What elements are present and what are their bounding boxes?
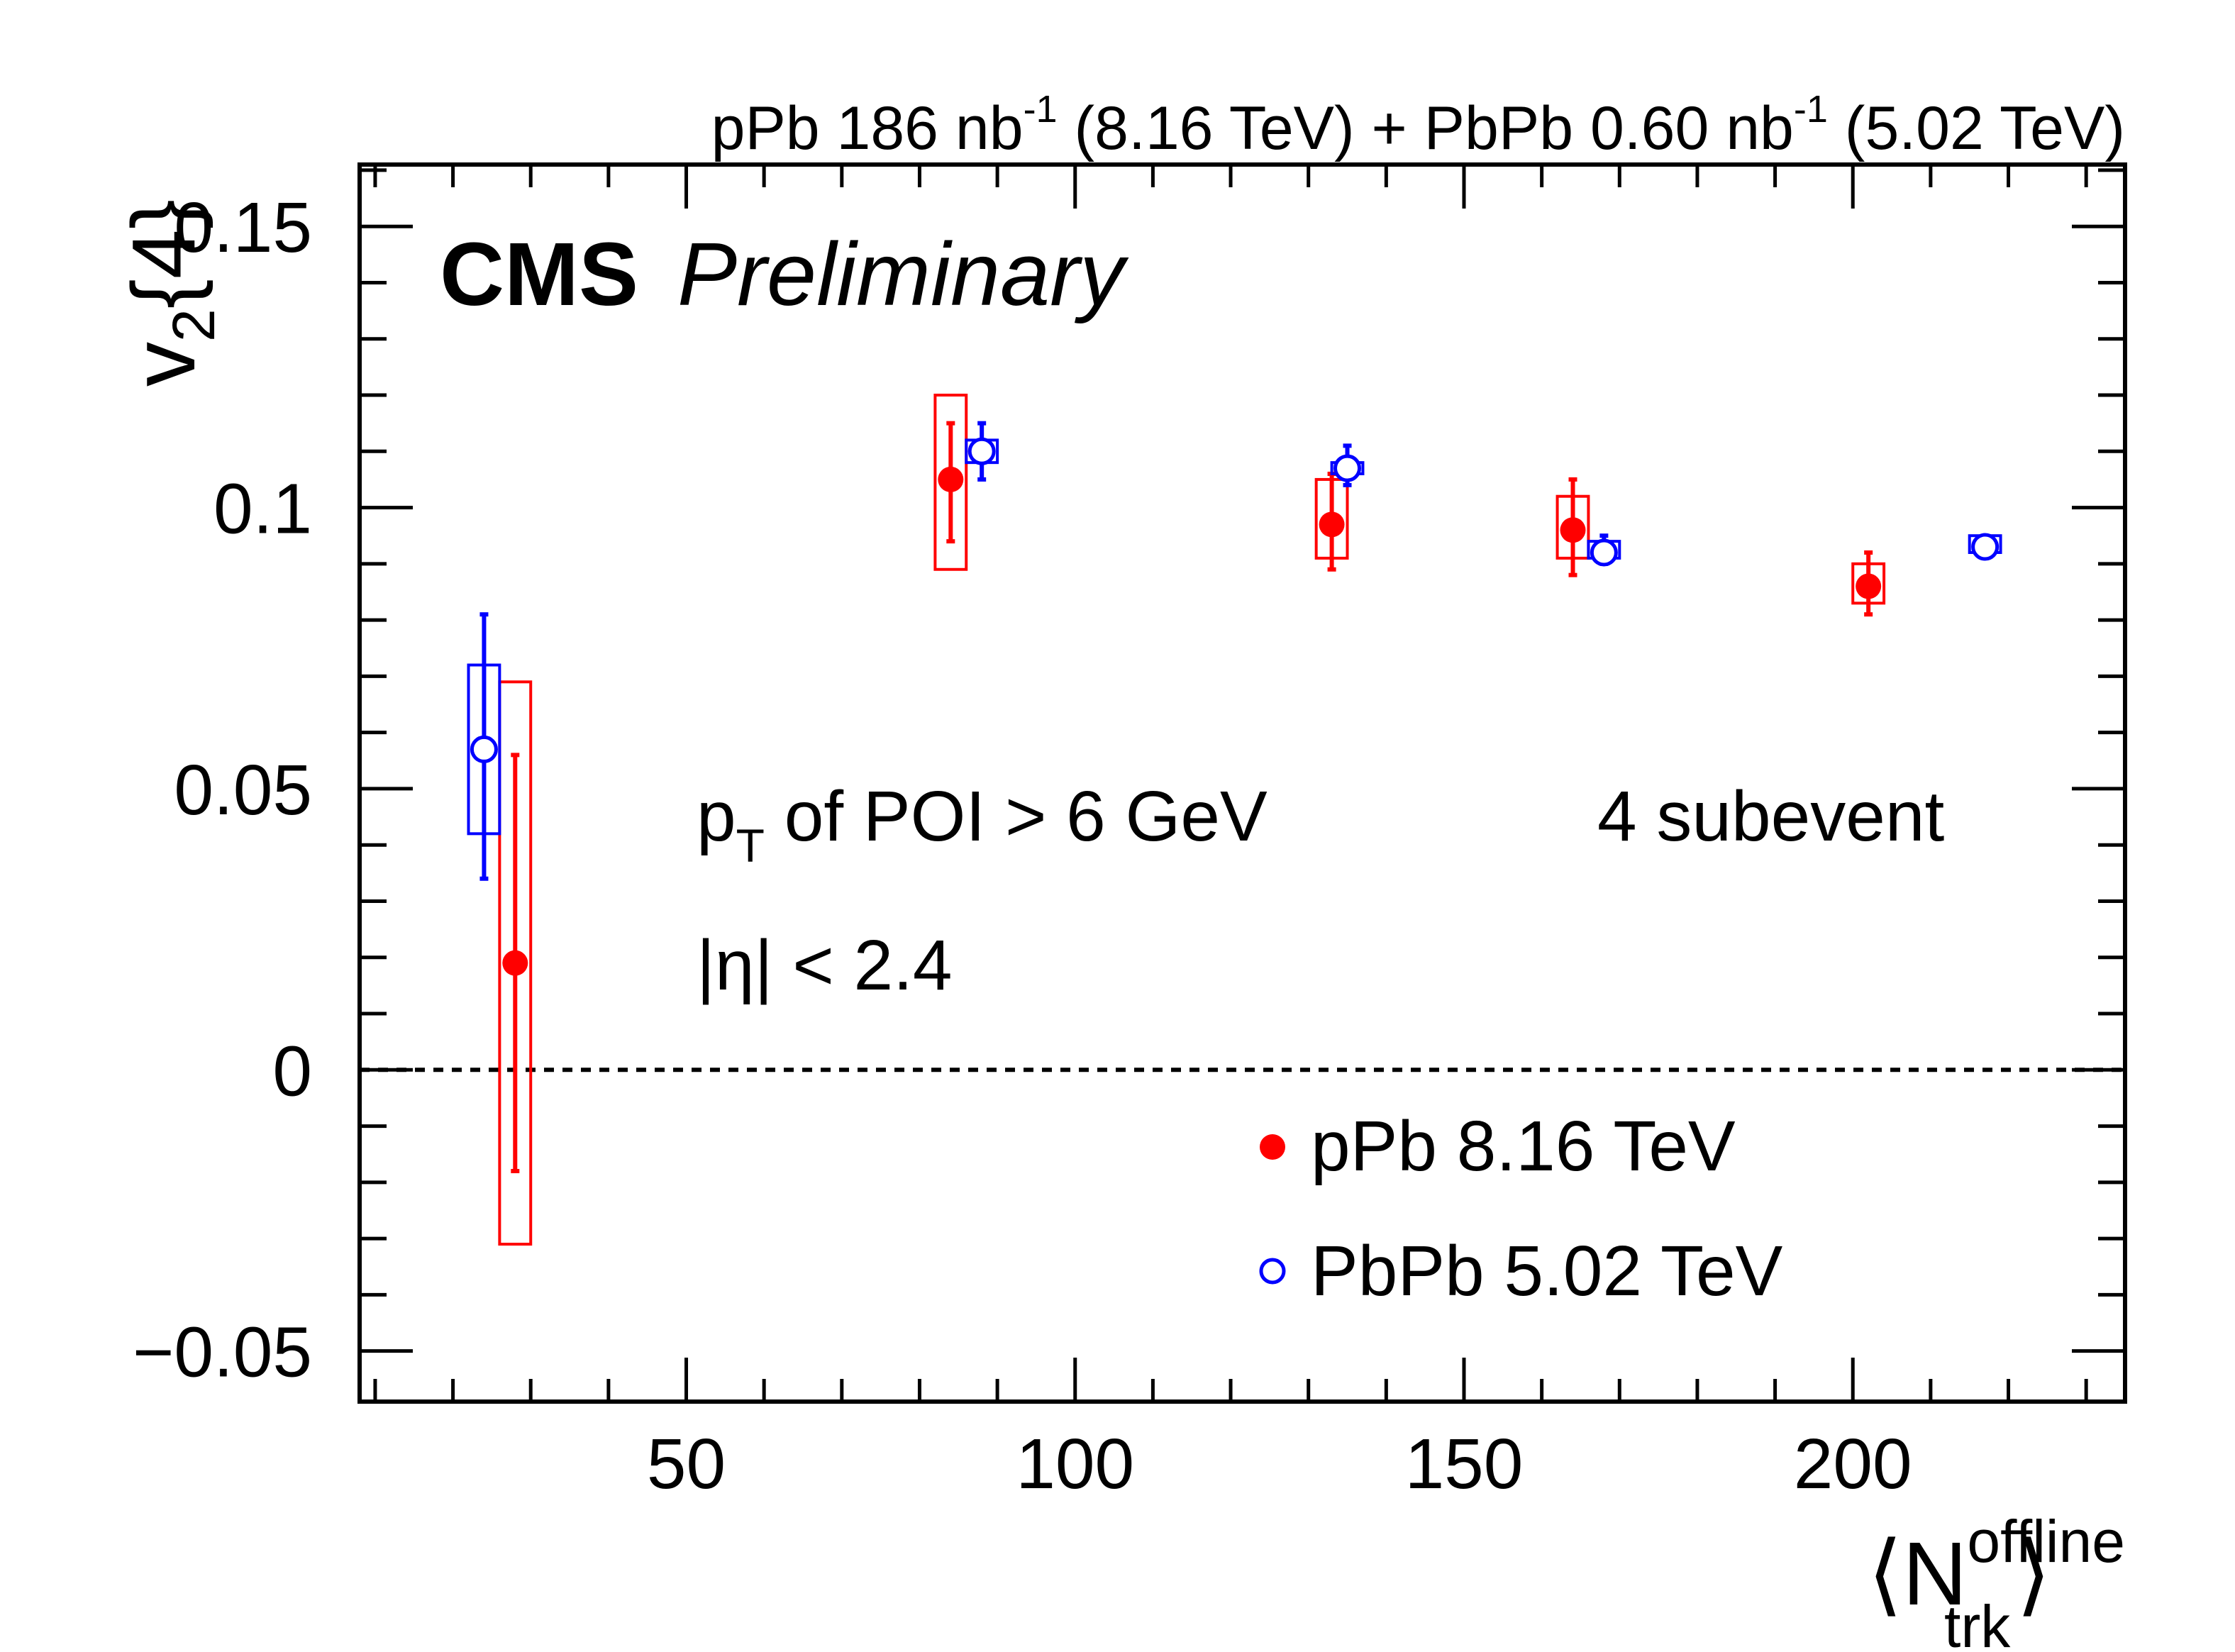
series-PbPb — [467, 421, 2002, 881]
y-tick-label: 0.05 — [174, 750, 312, 830]
x-tick-label: 100 — [1016, 1424, 1134, 1504]
data-point — [1590, 538, 1618, 567]
legend-label-pPb: pPb 8.16 TeV — [1311, 1107, 1736, 1186]
data-point — [938, 466, 964, 492]
data-point — [1971, 533, 2000, 561]
y-tick-label: 0.15 — [174, 188, 312, 267]
annotation-pt-rest: of POI > 6 GeV — [765, 777, 1268, 856]
plot-frame — [357, 162, 2127, 1404]
data-point — [1333, 454, 1362, 482]
x-tick-label: 200 — [1794, 1424, 1912, 1504]
y-axis-title-v: v — [113, 342, 213, 387]
x-tick-label: 150 — [1405, 1424, 1524, 1504]
y-tick-label: 0 — [272, 1031, 312, 1111]
systematic-box — [498, 680, 533, 1246]
x-axis-title-sub: trk — [1944, 1593, 2011, 1652]
data-point — [502, 950, 528, 976]
y-axis-title: v2{4} — [113, 199, 227, 387]
y-tick-label: −0.05 — [133, 1313, 312, 1392]
annotation-pt-p: p — [697, 777, 736, 856]
header-pPb: pPb 186 nb — [711, 94, 1024, 162]
plot-layer: 50 100 150 200 −0.05 0 0.05 0.1 0.15 — [133, 162, 2127, 1504]
annotation-eta: |η| < 2.4 — [697, 926, 953, 1005]
cms-brand: CMS Preliminary — [440, 224, 1129, 324]
legend: pPb 8.16 TeV PbPb 5.02 TeV — [1259, 1107, 1783, 1311]
data-point — [1856, 573, 1882, 599]
cms-label: CMS — [440, 224, 638, 324]
legend-marker-PbPb — [1259, 1258, 1286, 1285]
legend-label-PbPb: PbPb 5.02 TeV — [1311, 1231, 1783, 1311]
x-axis-title: ⟨Noffline trk⟩ — [1868, 1508, 2125, 1652]
x-axis-title-sup: offline — [1967, 1508, 2125, 1575]
data-point — [1319, 511, 1345, 538]
annotation-pt-sub: T — [736, 819, 765, 872]
header-luminosity: pPb 186 nb-1 (8.16 TeV) + PbPb 0.60 nb-1… — [711, 88, 2125, 162]
y-tick-label: 0.1 — [213, 470, 312, 549]
y-axis-title-sub: 2 — [160, 309, 227, 342]
systematic-box — [933, 394, 968, 571]
header-pPb-exp: -1 — [1024, 88, 1058, 131]
preliminary-label: Preliminary — [677, 224, 1129, 324]
annotation-subevent: 4 subevent — [1597, 777, 1944, 856]
header-pPb-energy: (8.16 TeV) + PbPb 0.60 nb — [1058, 94, 1794, 162]
legend-marker-pPb — [1260, 1134, 1285, 1160]
annotation-pt: pT of POI > 6 GeV — [697, 777, 1268, 872]
y-axis-title-rest: {4} — [113, 199, 213, 309]
x-tick-label: 50 — [647, 1424, 726, 1504]
header-PbPb-exp: -1 — [1794, 88, 1828, 131]
data-point — [1560, 517, 1586, 543]
x-axis-title-close: ⟩ — [2016, 1524, 2051, 1624]
x-axis-title-open: ⟨N — [1868, 1524, 1967, 1624]
data-point — [470, 735, 498, 763]
data-point — [967, 437, 996, 465]
header-PbPb-energy: (5.02 TeV) — [1828, 94, 2125, 162]
